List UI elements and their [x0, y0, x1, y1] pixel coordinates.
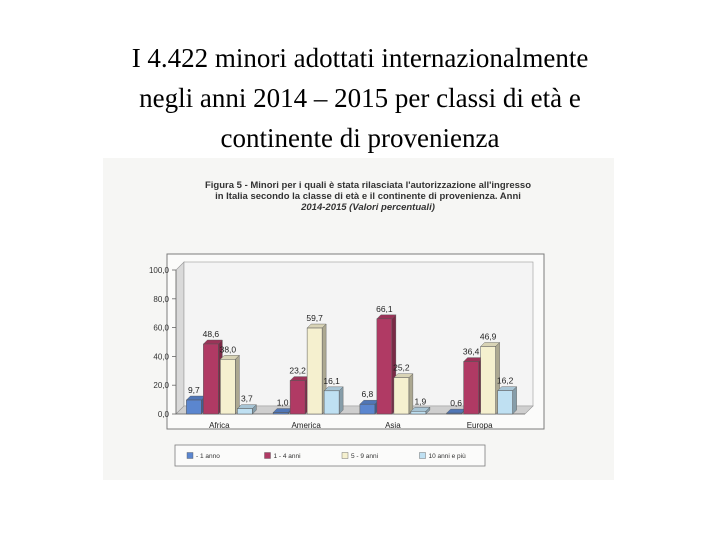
y-tick-label: 100,0: [149, 266, 170, 275]
bar-side: [408, 373, 414, 415]
data-label: 16,1: [323, 376, 340, 386]
figure-caption-line-2: in Italia secondo la classe di età e il …: [215, 191, 521, 202]
bar: [237, 408, 253, 415]
legend-label: - 1 anno: [196, 453, 220, 460]
legend-swatch: [419, 452, 426, 459]
legend-box: [174, 444, 486, 467]
data-label: 3,7: [241, 394, 253, 404]
category-label: Asia: [385, 421, 401, 430]
category-label: Africa: [209, 421, 230, 430]
bar: [220, 359, 236, 415]
data-label: 25,2: [393, 363, 410, 373]
data-label: 38,0: [220, 344, 237, 354]
y-tick-label: 60,0: [153, 324, 169, 333]
y-tick-label: 0,0: [158, 410, 170, 419]
category-label: Europa: [467, 421, 493, 430]
slide-title-line-3: continente di provenienza: [220, 123, 500, 153]
figure-scan: Figura 5 - Minori per i quali è stata ri…: [103, 158, 614, 480]
data-label: 6,8: [361, 389, 373, 399]
bar: [497, 390, 513, 415]
data-label: 23,2: [289, 366, 306, 376]
category-label: America: [291, 421, 321, 430]
y-tick-label: 40,0: [153, 352, 169, 361]
bar-side: [338, 386, 344, 415]
bar: [186, 399, 202, 415]
bar-side: [235, 354, 240, 415]
bar: [203, 343, 219, 415]
data-label: 0,6: [450, 398, 462, 408]
bar-chart: 0,0 20,0 40,0 60,0 80,0 100,0 9,7 48,638,0 3,7 Af…: [149, 253, 545, 467]
data-label: 66,1: [376, 304, 393, 314]
bar: [376, 318, 393, 415]
slide-title-line-2: negli anni 2014 – 2015 per classi di età…: [139, 83, 581, 113]
bar: [393, 377, 410, 415]
y-tick-label: 80,0: [153, 295, 169, 304]
data-label: 1,0: [277, 398, 289, 408]
y-tick-label: 20,0: [153, 381, 169, 390]
figure-caption-line-1: Figura 5 - Minori per i quali è stata ri…: [204, 180, 532, 191]
bar: [306, 327, 323, 415]
figure-caption-line-3: 2014-2015 (Valori percentuali): [301, 202, 435, 213]
data-label: 59,7: [306, 313, 323, 323]
legend-label: 5 - 9 anni: [351, 453, 378, 460]
legend-label: 1 - 4 anni: [274, 453, 301, 460]
legend-label: 10 anni e più: [429, 453, 467, 460]
bar: [272, 412, 289, 415]
bar: [359, 403, 376, 415]
figure-caption: Figura 5 - Minori per i quali è stata ri…: [133, 180, 603, 213]
bar: [463, 361, 479, 415]
bar: [480, 346, 496, 415]
legend-swatch: [341, 452, 349, 459]
data-label: 1,9: [414, 396, 426, 406]
data-label: 46,9: [480, 331, 497, 341]
data-label: 48,6: [203, 329, 220, 339]
bar: [410, 411, 427, 415]
bar: [446, 412, 462, 415]
slide-title: I 4.422 minori adottati internazionalmen…: [40, 38, 680, 158]
slide-title-line-1: I 4.422 minori adottati internazionalmen…: [131, 43, 589, 73]
data-label: 9,7: [188, 385, 200, 395]
legend-swatch: [264, 452, 271, 459]
bar-side: [512, 386, 517, 415]
data-label: 16,2: [497, 376, 514, 386]
bar: [323, 390, 340, 415]
bar: [289, 380, 306, 415]
legend-swatch: [186, 452, 194, 459]
data-label: 36,4: [463, 347, 480, 357]
side-wall: [175, 261, 185, 415]
